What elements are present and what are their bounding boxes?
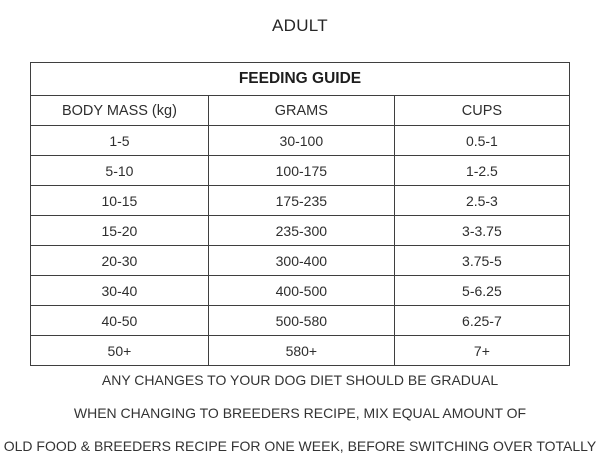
cell-cups: 6.25-7 (393, 305, 571, 336)
note-line-3: OLD FOOD & BREEDERS RECIPE FOR ONE WEEK,… (3, 438, 597, 454)
cell-grams: 30-100 (207, 125, 395, 156)
cell-grams: 500-580 (207, 305, 395, 336)
page-title: ADULT (272, 16, 328, 35)
note-line-2: WHEN CHANGING TO BREEDERS RECIPE, MIX EQ… (73, 405, 527, 421)
cell-body-mass: 50+ (30, 335, 209, 366)
table-header-row: BODY MASS (kg) GRAMS CUPS (30, 95, 571, 126)
cell-grams: 175-235 (207, 185, 395, 216)
cell-cups: 1-2.5 (393, 155, 571, 186)
cell-body-mass: 20-30 (30, 245, 209, 276)
cell-cups: 3-3.75 (393, 215, 571, 246)
note-line-1: ANY CHANGES TO YOUR DOG DIET SHOULD BE G… (101, 372, 499, 388)
column-header-cups: CUPS (393, 95, 571, 126)
table-row: 5-10 100-175 1-2.5 (30, 155, 571, 186)
cell-cups: 5-6.25 (393, 275, 571, 306)
table-row: 30-40 400-500 5-6.25 (30, 275, 571, 306)
cell-grams: 300-400 (207, 245, 395, 276)
cell-cups: 7+ (393, 335, 571, 366)
cell-cups: 2.5-3 (393, 185, 571, 216)
cell-body-mass: 5-10 (30, 155, 209, 186)
cell-cups: 3.75-5 (393, 245, 571, 276)
cell-body-mass: 15-20 (30, 215, 209, 246)
table-row: 50+ 580+ 7+ (30, 335, 571, 366)
cell-grams: 235-300 (207, 215, 395, 246)
table-row: 10-15 175-235 2.5-3 (30, 185, 571, 216)
cell-grams: 100-175 (207, 155, 395, 186)
table-title-row: FEEDING GUIDE (30, 62, 570, 96)
table-row: 20-30 300-400 3.75-5 (30, 245, 571, 276)
column-header-grams: GRAMS (207, 95, 395, 126)
cell-body-mass: 10-15 (30, 185, 209, 216)
column-header-body-mass: BODY MASS (kg) (30, 95, 209, 126)
cell-grams: 580+ (207, 335, 395, 366)
table-row: 1-5 30-100 0.5-1 (30, 125, 571, 156)
table-title: FEEDING GUIDE (30, 62, 570, 96)
feeding-guide-table: FEEDING GUIDE BODY MASS (kg) GRAMS CUPS … (30, 62, 571, 366)
cell-body-mass: 30-40 (30, 275, 209, 306)
table-row: 40-50 500-580 6.25-7 (30, 305, 571, 336)
cell-body-mass: 40-50 (30, 305, 209, 336)
table-row: 15-20 235-300 3-3.75 (30, 215, 571, 246)
cell-grams: 400-500 (207, 275, 395, 306)
cell-cups: 0.5-1 (393, 125, 571, 156)
cell-body-mass: 1-5 (30, 125, 209, 156)
